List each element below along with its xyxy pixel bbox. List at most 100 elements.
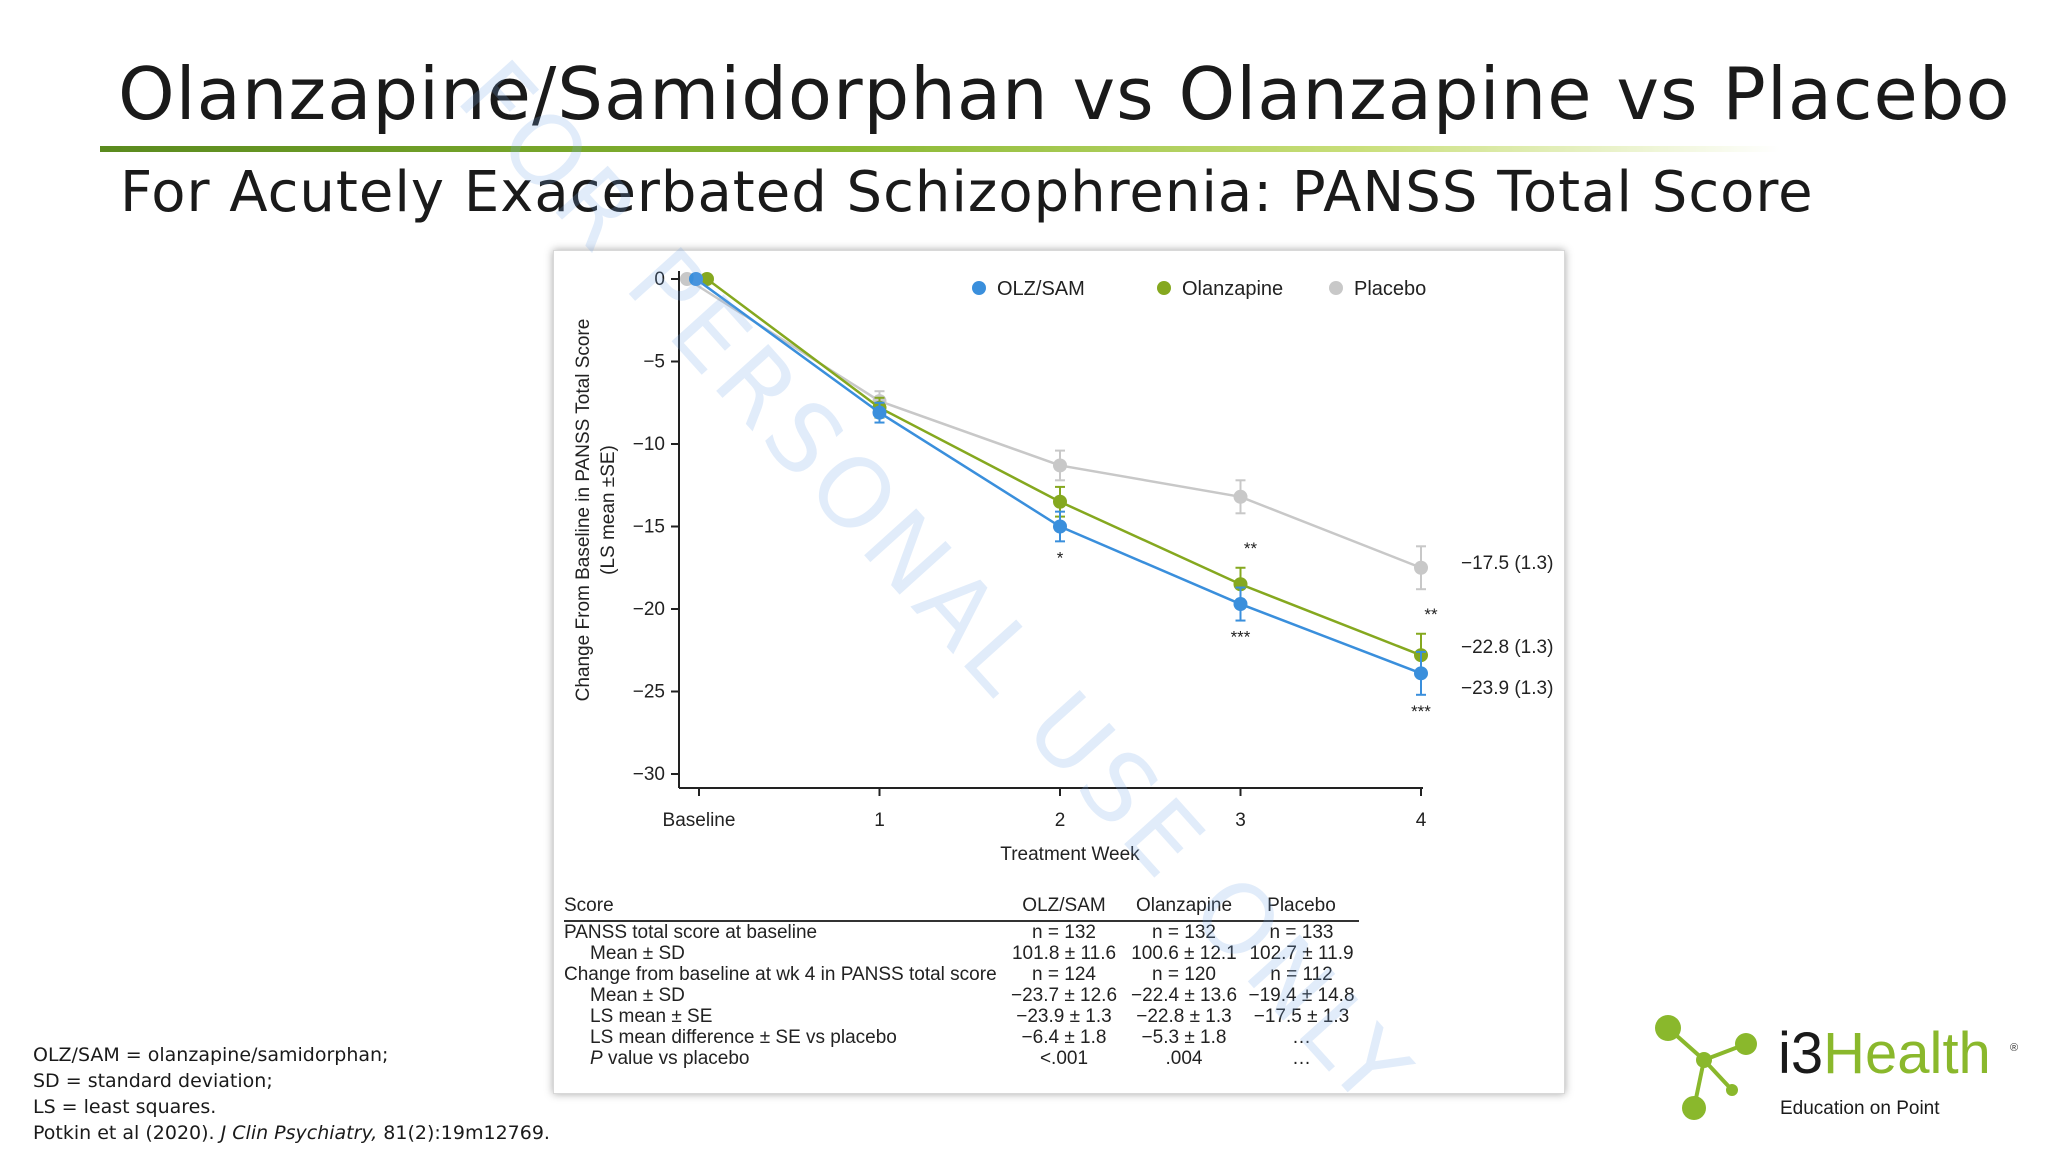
figure-panel: 0 −5 −10 −15 −20 −25 −30 Baseline 1 2 3 4 Treatment … (553, 250, 1565, 1094)
x-axis-title: Treatment Week (1000, 844, 1140, 865)
significance-marker: *** (1411, 702, 1431, 721)
table-row-label: P value vs placebo (590, 1048, 750, 1069)
table-cell: −22.8 ± 1.3 (1136, 1006, 1232, 1027)
table-body: PANSS total score at baseline n = 132 n = … (564, 921, 1359, 1069)
panss-score-table: Score OLZ/SAM Olanzapine Placebo PANSS t… (564, 893, 1359, 1069)
table-row: Change from baseline at wk 4 in PANSS to… (564, 964, 1359, 985)
data-point (1053, 519, 1067, 534)
end-value-label: −22.8 (1.3) (1461, 637, 1553, 658)
y-tick-label: −30 (633, 764, 665, 785)
table-cell: −17.5 ± 1.3 (1253, 1006, 1350, 1027)
table-header-olanzapine: Olanzapine (1124, 893, 1244, 922)
legend-label: OLZ/SAM (997, 278, 1085, 300)
i3health-logo: i3Health ® Education on Point (1650, 1000, 2020, 1135)
table-row-label: PANSS total score at baseline (564, 922, 818, 943)
table-row-label: Mean ± SD (590, 943, 685, 964)
significance-marker: *** (1231, 628, 1251, 647)
table-row: Mean ± SD −23.7 ± 12.6 −22.4 ± 13.6 −19.4 ±… (564, 985, 1359, 1006)
table-row: LS mean difference ± SE vs placebo −6.4 ±… (564, 1027, 1359, 1048)
x-tick-label: 4 (1416, 810, 1427, 831)
citation-journal: J Clin Psychiatry, (220, 1122, 378, 1144)
table-row-label: LS mean ± SE (590, 1006, 713, 1027)
data-point (872, 405, 887, 420)
significance-marker: ** (1244, 539, 1258, 558)
series-line-olzsam (695, 277, 1422, 675)
table-cell: n = 132 (1032, 922, 1096, 943)
logo-brand: Health (1823, 1021, 1991, 1086)
legend-marker (1157, 281, 1171, 295)
y-axis-title: Change From Baseline in PANSS Total Scor… (573, 319, 594, 702)
data-point (1414, 560, 1428, 575)
y-tick-label: −20 (633, 599, 665, 620)
table-row: LS mean ± SE −23.9 ± 1.3 −22.8 ± 1.3 −17.5 … (564, 1006, 1359, 1027)
table-row: Mean ± SD 101.8 ± 11.6 100.6 ± 12.1 102.7 ±… (564, 943, 1359, 964)
legend-label: Placebo (1354, 278, 1426, 300)
molecule-icon (1655, 1015, 1757, 1120)
significance-marker: * (1057, 548, 1064, 567)
significance-marker: ** (1424, 605, 1438, 624)
table-cell: −5.3 ± 1.8 (1141, 1027, 1227, 1048)
table-cell: −19.4 ± 14.8 (1248, 985, 1355, 1006)
data-point (689, 272, 703, 286)
table-header-placebo: Placebo (1244, 893, 1359, 922)
citation-authors: Potkin et al (2020). (33, 1122, 221, 1144)
table-cell: 100.6 ± 12.1 (1131, 943, 1237, 964)
legend-marker (1329, 281, 1343, 295)
y-tick-label: −15 (633, 517, 665, 538)
table-cell: n = 132 (1152, 922, 1216, 943)
logo-registered-mark: ® (2010, 1042, 2019, 1054)
footnote-sd: SD = standard deviation; (33, 1070, 273, 1092)
y-tick-label: −25 (633, 682, 665, 703)
table-cell: .004 (1165, 1048, 1203, 1069)
table-header-olzsam: OLZ/SAM (1004, 893, 1124, 922)
y-tick-label: −5 (643, 352, 665, 373)
title-divider (100, 146, 1780, 152)
legend-label: Olanzapine (1182, 278, 1283, 300)
table-cell: n = 112 (1270, 964, 1333, 985)
citation-details: 81(2):19m12769. (377, 1122, 550, 1144)
y-axis-title-sub: (LS mean ±SE) (598, 445, 619, 575)
table-row: PANSS total score at baseline n = 132 n = … (564, 921, 1359, 943)
table-cell: … (1292, 1027, 1311, 1048)
table-cell: n = 120 (1152, 964, 1216, 985)
logo-tagline: Education on Point (1780, 1098, 1940, 1119)
table-header-score: Score (564, 893, 1004, 922)
table-cell: −23.9 ± 1.3 (1016, 1006, 1112, 1027)
data-point (700, 272, 714, 286)
panss-line-chart: 0 −5 −10 −15 −20 −25 −30 Baseline 1 2 3 4 Treatment … (573, 269, 1553, 865)
table-cell: <.001 (1039, 1048, 1089, 1069)
footnote-olzsam: OLZ/SAM = olanzapine/samidorphan; (33, 1044, 389, 1066)
table-header-row: Score OLZ/SAM Olanzapine Placebo (564, 893, 1359, 922)
x-tick-label: 2 (1055, 810, 1066, 831)
legend-marker (972, 281, 986, 295)
data-point (1053, 494, 1067, 509)
table-cell: 101.8 ± 11.6 (1011, 943, 1117, 964)
table-cell: −6.4 ± 1.8 (1021, 1027, 1107, 1048)
p-italic: P (590, 1048, 603, 1069)
y-tick-label: −10 (633, 434, 665, 455)
table-cell: −22.4 ± 13.6 (1130, 985, 1238, 1006)
data-point (1414, 666, 1428, 681)
slide-title: Olanzapine/Samidorphan vs Olanzapine vs … (118, 52, 2011, 136)
table-cell: n = 133 (1269, 922, 1334, 943)
end-value-label: −23.9 (1.3) (1461, 678, 1553, 699)
footnote-citation: Potkin et al (2020). J Clin Psychiatry, … (33, 1120, 550, 1146)
footnote-ls: LS = least squares. (33, 1096, 217, 1118)
x-tick-label: 3 (1235, 810, 1246, 831)
x-tick-label: Baseline (663, 810, 736, 831)
table-row-label: Change from baseline at wk 4 in PANSS to… (564, 964, 997, 985)
table-cell: … (1292, 1048, 1311, 1069)
data-point (1233, 597, 1248, 612)
logo-wordmark: i3Health (1778, 1020, 1991, 1087)
end-value-label: −17.5 (1.3) (1461, 553, 1553, 574)
y-tick-label: 0 (654, 269, 665, 290)
data-point (1053, 458, 1067, 473)
logo-prefix: i3 (1778, 1021, 1824, 1086)
slide-subtitle: For Acutely Exacerbated Schizophrenia: P… (120, 160, 1814, 225)
table-cell: 102.7 ± 11.9 (1249, 943, 1354, 964)
table-row: P value vs placebo <.001 .004 … (564, 1048, 1359, 1069)
footnotes: OLZ/SAM = olanzapine/samidorphan; SD = s… (33, 1042, 550, 1146)
table-cell: n = 124 (1032, 964, 1096, 985)
table-row-label: LS mean difference ± SE vs placebo (590, 1027, 897, 1048)
x-tick-label: 1 (874, 810, 885, 831)
